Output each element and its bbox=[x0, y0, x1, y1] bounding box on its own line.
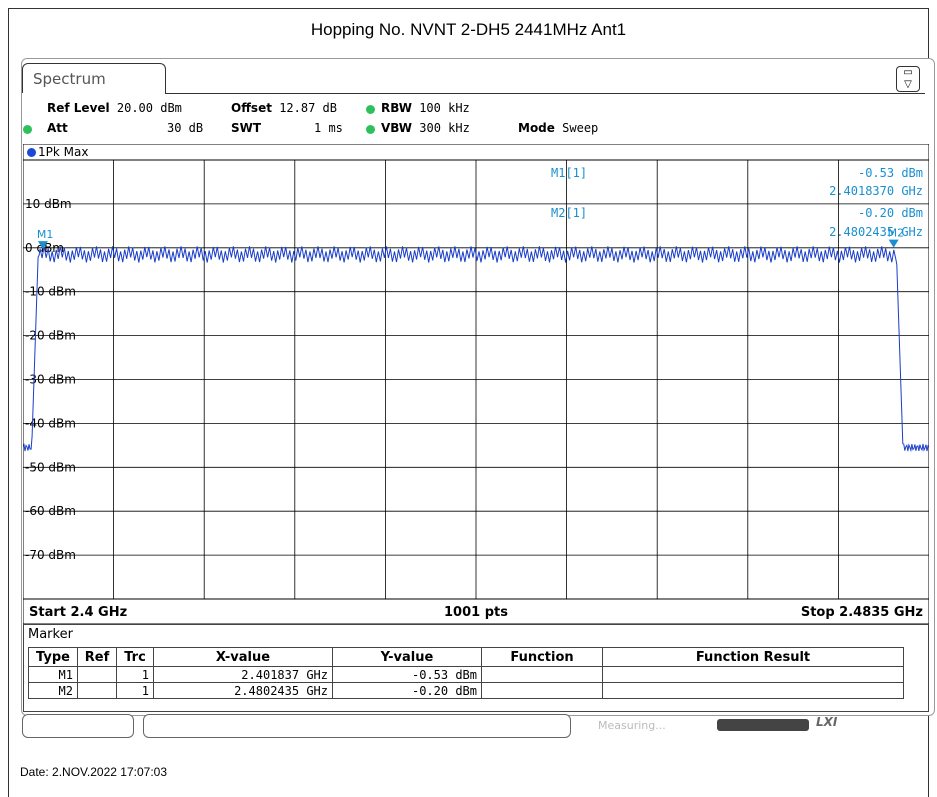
m2-readout-label: M2[1] bbox=[551, 206, 587, 220]
trace-dot-icon bbox=[27, 148, 36, 157]
y-tick-label: -60 dBm bbox=[25, 504, 76, 518]
status-field-message[interactable] bbox=[143, 714, 571, 738]
ref-level-param: Ref Level 20.00 dBm bbox=[47, 101, 182, 115]
y-tick-label: -40 dBm bbox=[25, 416, 76, 430]
offset-param: Offset 12.87 dB bbox=[231, 101, 337, 115]
y-tick-label: 10 dBm bbox=[25, 197, 72, 211]
measuring-status: Measuring... bbox=[598, 719, 666, 732]
m1-readout-level: -0.53 dBm bbox=[858, 166, 923, 180]
col-type: Type bbox=[28, 647, 78, 667]
col-y-value: Y-value bbox=[332, 647, 482, 667]
col-trc: Trc bbox=[116, 647, 154, 667]
rbw-param: RBW 100 kHz bbox=[381, 101, 470, 115]
page-title: Hopping No. NVNT 2-DH5 2441MHz Ant1 bbox=[310, 20, 627, 39]
plot-grid bbox=[23, 160, 929, 599]
rbw-status-icon bbox=[366, 105, 375, 114]
marker-m1-symbol bbox=[37, 241, 48, 250]
swt-label: SWT bbox=[231, 121, 262, 135]
vbw-param: VBW 300 kHz bbox=[381, 121, 470, 135]
lxi-logo: LXI bbox=[816, 715, 838, 729]
m2-readout-freq: 2.4802435 GHz bbox=[829, 225, 923, 239]
y-tick-label: -50 dBm bbox=[25, 460, 76, 474]
m1-readout-freq: 2.4018370 GHz bbox=[829, 184, 923, 198]
x-start-label: Start 2.4 GHz bbox=[29, 605, 127, 620]
marker-table-header: Marker bbox=[28, 627, 73, 642]
marker-table: Type Ref Trc X-value Y-value Function Fu… bbox=[28, 647, 904, 699]
mode-param: Mode Sweep bbox=[518, 121, 599, 135]
col-function: Function bbox=[481, 647, 603, 667]
status-field-left[interactable] bbox=[22, 714, 134, 738]
att-label: Att bbox=[47, 121, 68, 135]
display-menu-icon[interactable]: ▭ ▽ bbox=[896, 66, 920, 92]
marker-table-panel: Marker Type Ref Trc X-value Y-value Func… bbox=[23, 624, 929, 712]
y-tick-label: -10 dBm bbox=[25, 285, 76, 299]
trace-1pk-max bbox=[23, 246, 929, 453]
att-value: 30 dB bbox=[167, 121, 204, 135]
vbw-status-icon bbox=[366, 125, 375, 134]
col-ref: Ref bbox=[77, 647, 117, 667]
sweep-progress-bar bbox=[717, 719, 809, 731]
tab-divider bbox=[165, 93, 925, 94]
col-x-value: X-value bbox=[153, 647, 333, 667]
col-function-result: Function Result bbox=[602, 647, 904, 667]
tab-label: Spectrum bbox=[33, 70, 106, 88]
table-row: M1 1 2.401837 GHz -0.53 dBm bbox=[28, 666, 904, 683]
m1-readout-label: M1[1] bbox=[551, 166, 587, 180]
m2-readout-level: -0.20 dBm bbox=[858, 206, 923, 220]
marker-symbols: M1 M2 bbox=[37, 227, 905, 250]
marker-m1-label: M1 bbox=[37, 228, 54, 241]
tab-spectrum[interactable]: Spectrum bbox=[22, 63, 166, 93]
y-tick-label: -30 dBm bbox=[25, 373, 76, 387]
table-row: M2 1 2.4802435 GHz -0.20 dBm bbox=[28, 682, 904, 699]
att-status-icon bbox=[23, 125, 32, 134]
x-points-label: 1001 pts bbox=[444, 605, 508, 620]
x-stop-label: Stop 2.4835 GHz bbox=[801, 605, 923, 620]
marker-m2-label: M2 bbox=[888, 227, 905, 240]
capture-date: Date: 2.NOV.2022 17:07:03 bbox=[20, 765, 167, 779]
trace-indicator: 1Pk Max bbox=[27, 145, 88, 159]
marker-m2-symbol bbox=[888, 239, 899, 248]
y-tick-label: -70 dBm bbox=[25, 548, 76, 562]
y-tick-label: -20 dBm bbox=[25, 329, 76, 343]
swt-value: 1 ms bbox=[314, 121, 343, 135]
